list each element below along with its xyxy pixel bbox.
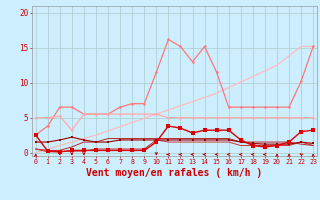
X-axis label: Vent moyen/en rafales ( km/h ): Vent moyen/en rafales ( km/h ) <box>86 168 262 178</box>
